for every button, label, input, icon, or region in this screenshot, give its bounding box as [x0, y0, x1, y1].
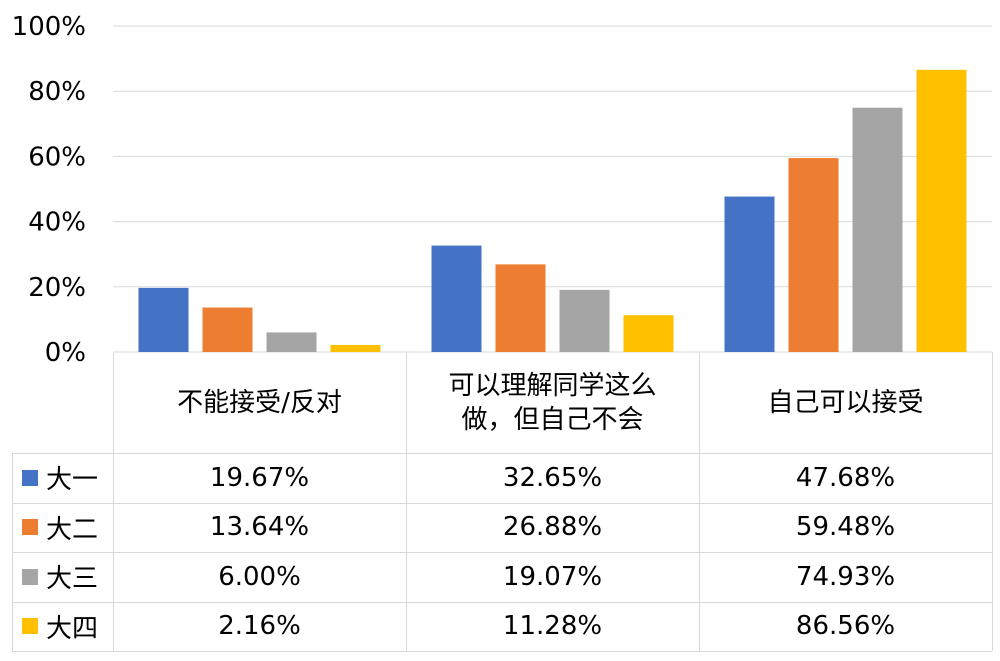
- legend-entry: 大四: [12, 602, 113, 652]
- bar: [623, 315, 674, 352]
- y-tick-label: 0%: [45, 338, 86, 368]
- category-label: 不能接受/反对: [177, 387, 342, 418]
- y-tick-label: 40%: [28, 208, 86, 238]
- category-label: 可以理解同学这么 做，但自己不会: [448, 370, 657, 435]
- bar: [724, 196, 775, 352]
- bar: [559, 289, 610, 352]
- legend-entry: 大二: [12, 503, 113, 553]
- table-rule: [113, 352, 114, 651]
- table-rule: [12, 601, 992, 603]
- data-label: 6.00%: [218, 561, 301, 592]
- bar: [852, 107, 903, 352]
- bars: [138, 69, 967, 353]
- bar: [431, 245, 482, 352]
- legend-entry: 大一: [12, 453, 113, 503]
- table-rule: [12, 502, 992, 504]
- table-rule: [12, 453, 992, 454]
- bar: [495, 264, 546, 352]
- data-label: 2.16%: [218, 611, 301, 642]
- bar: [916, 69, 967, 353]
- legend-entry: 大三: [12, 552, 113, 602]
- category-label: 自己可以接受: [767, 387, 924, 418]
- y-axis-ticks: 0% 20% 40% 60% 80% 100%: [12, 12, 86, 368]
- legend-swatch: [22, 469, 38, 486]
- bar: [202, 307, 253, 352]
- y-tick-label: 80%: [28, 77, 86, 107]
- table-rule: [699, 352, 700, 651]
- table-rule: [406, 352, 407, 651]
- bar: [788, 158, 839, 352]
- bar: [330, 344, 381, 352]
- legend-label: 大四: [46, 613, 99, 644]
- data-label: 59.48%: [795, 512, 896, 543]
- data-label: 47.68%: [795, 462, 896, 493]
- legend-swatch: [22, 618, 38, 635]
- data-label: 19.07%: [502, 561, 603, 592]
- data-label: 86.56%: [795, 611, 896, 642]
- table-rule: [12, 651, 992, 652]
- data-label: 26.88%: [502, 512, 603, 543]
- data-label: 32.65%: [502, 462, 603, 493]
- legend-swatch: [22, 519, 38, 536]
- table-rule: [12, 552, 992, 553]
- bar: [138, 287, 189, 352]
- y-tick-label: 60%: [28, 142, 86, 172]
- y-tick-label: 100%: [12, 12, 86, 42]
- legend-label: 大二: [46, 514, 99, 545]
- data-label: 11.28%: [502, 611, 603, 642]
- legend-swatch: [22, 568, 38, 585]
- data-label: 74.93%: [795, 561, 896, 592]
- legend-label: 大三: [46, 564, 99, 595]
- bar: [266, 332, 317, 352]
- data-label: 13.64%: [209, 512, 310, 543]
- table-rule: [992, 352, 993, 651]
- y-tick-label: 20%: [28, 273, 86, 303]
- gridlines: [113, 25, 992, 353]
- data-label: 19.67%: [209, 462, 310, 493]
- legend-label: 大一: [46, 465, 99, 496]
